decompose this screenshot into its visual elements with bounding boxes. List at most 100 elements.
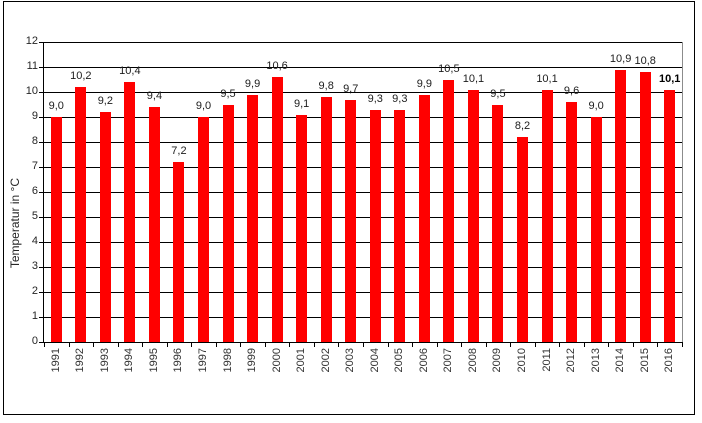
bar-2014 bbox=[615, 69, 627, 342]
y-axis-tick-9 bbox=[39, 117, 44, 118]
y-axis-tick-label-8: 8 bbox=[31, 135, 38, 147]
x-axis-tick-4 bbox=[142, 343, 143, 347]
x-axis-category-label-2003: 2003 bbox=[344, 348, 357, 373]
y-axis-tick-5 bbox=[39, 217, 44, 218]
bar-2015 bbox=[639, 72, 651, 342]
bar-2002 bbox=[320, 97, 332, 342]
y-axis-tick-label-5: 5 bbox=[31, 210, 38, 222]
x-axis-tick-13 bbox=[363, 343, 364, 347]
bar-1998 bbox=[222, 104, 234, 342]
bar-1992 bbox=[75, 87, 87, 342]
gridline-10 bbox=[44, 92, 682, 93]
bar-value-label-2008: 10,1 bbox=[462, 72, 485, 85]
y-axis-tick-label-7: 7 bbox=[31, 160, 38, 172]
y-axis-tick-8 bbox=[39, 142, 44, 143]
y-axis-tick-12 bbox=[39, 42, 44, 43]
bar-1994 bbox=[124, 82, 136, 342]
y-axis-tick-7 bbox=[39, 167, 44, 168]
bar-value-label-2012: 9,6 bbox=[563, 85, 580, 97]
gridline-7 bbox=[44, 167, 682, 168]
x-axis-tick-6 bbox=[191, 343, 192, 347]
bar-1991 bbox=[50, 117, 62, 342]
bar-2013 bbox=[590, 117, 602, 342]
bar-2007 bbox=[443, 79, 455, 342]
x-axis-tick-5 bbox=[167, 343, 168, 347]
bar-value-label-2016: 10,1 bbox=[659, 72, 681, 85]
bar-2004 bbox=[369, 109, 381, 342]
x-axis-tick-24 bbox=[633, 343, 634, 347]
bar-1996 bbox=[173, 162, 185, 342]
bar-2010 bbox=[517, 137, 528, 342]
gridline-1 bbox=[44, 317, 682, 318]
x-axis-category-label-2010: 2010 bbox=[516, 348, 528, 373]
bar-1999 bbox=[247, 94, 259, 342]
x-axis-tick-10 bbox=[289, 343, 290, 347]
x-axis-category-label-1996: 1996 bbox=[172, 348, 185, 373]
bar-value-label-2000: 10,6 bbox=[266, 60, 288, 72]
y-axis-tick-3 bbox=[39, 267, 44, 268]
x-axis-category-label-2000: 2000 bbox=[270, 348, 283, 373]
y-axis-tick-11 bbox=[39, 67, 44, 68]
y-axis-tick-label-1: 1 bbox=[31, 310, 38, 322]
x-axis-tick-7 bbox=[216, 343, 217, 347]
x-axis-tick-16 bbox=[437, 343, 438, 347]
bar-value-label-1995: 9,4 bbox=[146, 90, 163, 102]
x-axis-tick-15 bbox=[412, 343, 413, 347]
bar-1993 bbox=[99, 112, 111, 342]
gridline-9 bbox=[44, 117, 682, 118]
bar-2003 bbox=[345, 99, 357, 342]
y-axis-tick-0 bbox=[39, 342, 44, 343]
bar-value-label-2010: 8,2 bbox=[514, 120, 531, 132]
bar-value-label-1991: 9,0 bbox=[48, 100, 64, 112]
bar-value-label-1993: 9,2 bbox=[97, 95, 113, 107]
x-axis-category-label-1992: 1992 bbox=[74, 348, 87, 373]
x-axis-category-label-2008: 2008 bbox=[466, 348, 479, 373]
x-axis-tick-3 bbox=[118, 343, 119, 347]
bar-value-label-2005: 9,3 bbox=[392, 92, 408, 105]
y-axis-tick-6 bbox=[39, 192, 44, 193]
bar-2006 bbox=[418, 94, 430, 342]
gridline-2 bbox=[44, 292, 682, 293]
x-axis-tick-17 bbox=[461, 343, 462, 347]
y-axis-tick-10 bbox=[39, 92, 44, 93]
x-axis-tick-25 bbox=[657, 343, 658, 347]
x-axis-tick-20 bbox=[535, 343, 536, 347]
bar-value-label-1994: 10,4 bbox=[119, 65, 141, 77]
bar-value-label-2004: 9,3 bbox=[367, 92, 383, 105]
bar-2016 bbox=[664, 89, 676, 342]
y-axis-tick-label-2: 2 bbox=[31, 285, 38, 297]
bar-value-label-1998: 9,5 bbox=[220, 87, 236, 100]
x-axis-tick-14 bbox=[388, 343, 389, 347]
x-axis-category-label-1991: 1991 bbox=[49, 348, 62, 373]
x-axis-tick-22 bbox=[584, 343, 585, 347]
y-axis-tick-label-6: 6 bbox=[31, 185, 38, 197]
bar-value-label-2011: 10,1 bbox=[536, 72, 558, 85]
y-axis-tick-label-0: 0 bbox=[31, 335, 38, 347]
x-axis-category-label-2011: 2011 bbox=[540, 348, 553, 372]
gridline-4 bbox=[44, 242, 682, 243]
bar-2009 bbox=[492, 104, 504, 342]
y-axis-tick-4 bbox=[39, 242, 44, 243]
x-axis-tick-0 bbox=[44, 343, 45, 347]
bar-value-label-2013: 9,0 bbox=[588, 100, 604, 112]
bar-2001 bbox=[296, 114, 308, 342]
y-axis-tick-label-9: 9 bbox=[31, 110, 38, 122]
x-axis-category-label-2014: 2014 bbox=[614, 348, 627, 373]
gridline-5 bbox=[44, 217, 682, 218]
x-axis-category-label-2001: 2001 bbox=[295, 348, 308, 373]
x-axis-tick-23 bbox=[608, 343, 609, 347]
gridline-11 bbox=[44, 67, 682, 68]
plot-area: 9,0 10,2 9,2 10,4 9,4 7,2 9,0 9,5 9,9 10,6 9,1 9,8 9… bbox=[44, 42, 683, 342]
y-axis-tick-2 bbox=[39, 292, 44, 293]
y-axis-tick-label-10: 10 bbox=[25, 85, 38, 97]
bar-value-label-1999: 9,9 bbox=[244, 77, 261, 90]
bar-value-label-2015: 10,8 bbox=[634, 55, 656, 67]
x-axis-tick-9 bbox=[265, 343, 266, 347]
y-axis-tick-label-12: 12 bbox=[25, 35, 38, 47]
x-axis-category-label-2013: 2013 bbox=[589, 348, 602, 373]
x-axis-category-label-2006: 2006 bbox=[417, 348, 430, 373]
bar-value-label-2003: 9,7 bbox=[343, 82, 359, 95]
bar-value-label-2009: 9,5 bbox=[490, 87, 506, 100]
bar-value-label-1992: 10,2 bbox=[70, 70, 92, 82]
bar-1995 bbox=[148, 107, 160, 342]
